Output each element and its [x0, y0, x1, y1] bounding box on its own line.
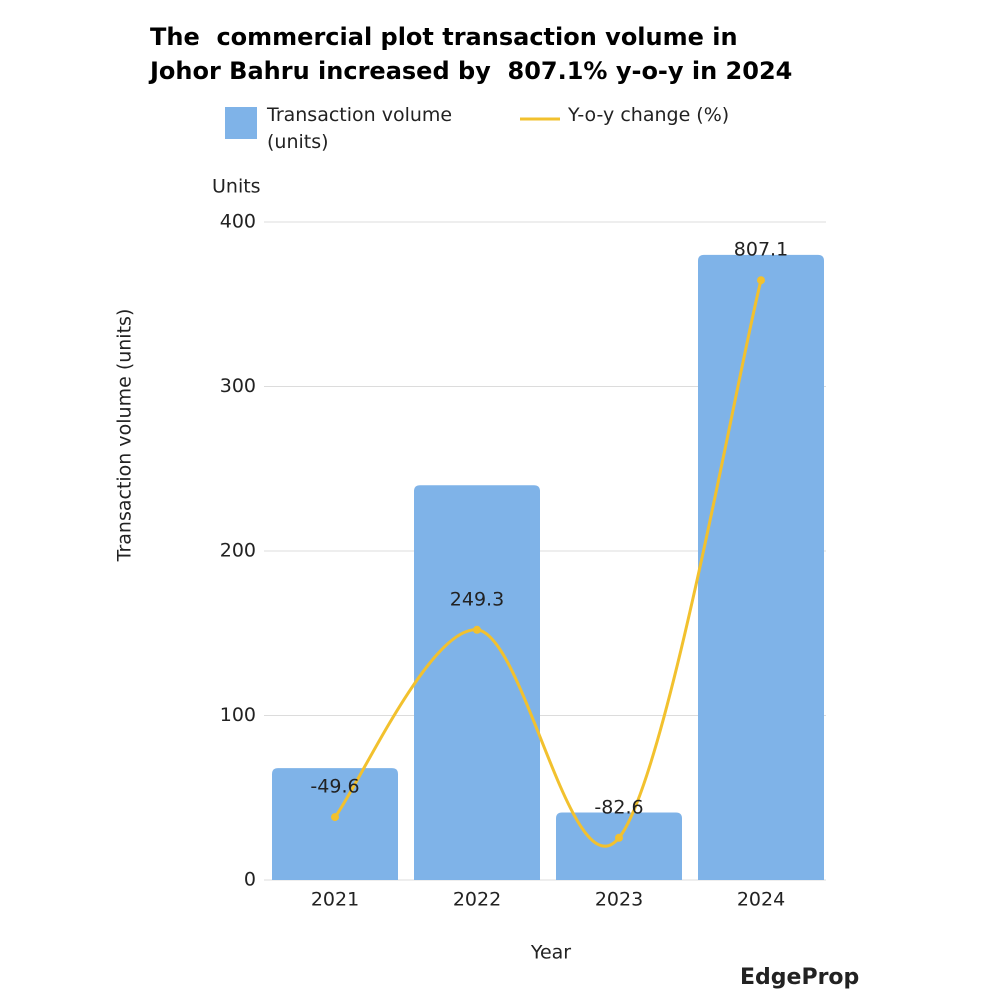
x-tick-label: 2024 [737, 889, 785, 911]
bar [414, 485, 540, 880]
data-label: -49.6 [310, 776, 359, 798]
y-unit-label: Units [212, 176, 261, 198]
point [331, 813, 339, 822]
data-label: 249.3 [450, 588, 504, 610]
bar [556, 812, 682, 880]
x-tick-label: 2023 [595, 889, 643, 911]
y-tick-label: 0 [244, 869, 256, 891]
y-axis-title: Transaction volume (units) [114, 309, 136, 563]
logo: EdgeProp [740, 965, 859, 990]
legend-label: Y-o-y change (%) [568, 104, 730, 126]
x-tick-label: 2021 [311, 889, 359, 911]
legend-label: Transaction volume (units) [267, 104, 453, 153]
x-tick-label: 2022 [453, 889, 501, 911]
bar [698, 254, 824, 880]
y-tick-label: 200 [220, 540, 256, 562]
line [333, 279, 763, 848]
x-axis-title: Year [530, 942, 571, 964]
legend-swatch [225, 107, 257, 139]
data-label: 807.1 [734, 239, 788, 261]
y-tick-label: 300 [220, 375, 256, 397]
chart-title: The commercial plot transaction volume i… [150, 23, 793, 85]
y-tick-label: 100 [220, 704, 256, 726]
point [757, 276, 765, 285]
data-label: -82.6 [594, 796, 643, 818]
point [615, 833, 623, 842]
y-tick-label: 400 [220, 211, 256, 233]
point [473, 625, 481, 634]
bar [272, 768, 398, 880]
